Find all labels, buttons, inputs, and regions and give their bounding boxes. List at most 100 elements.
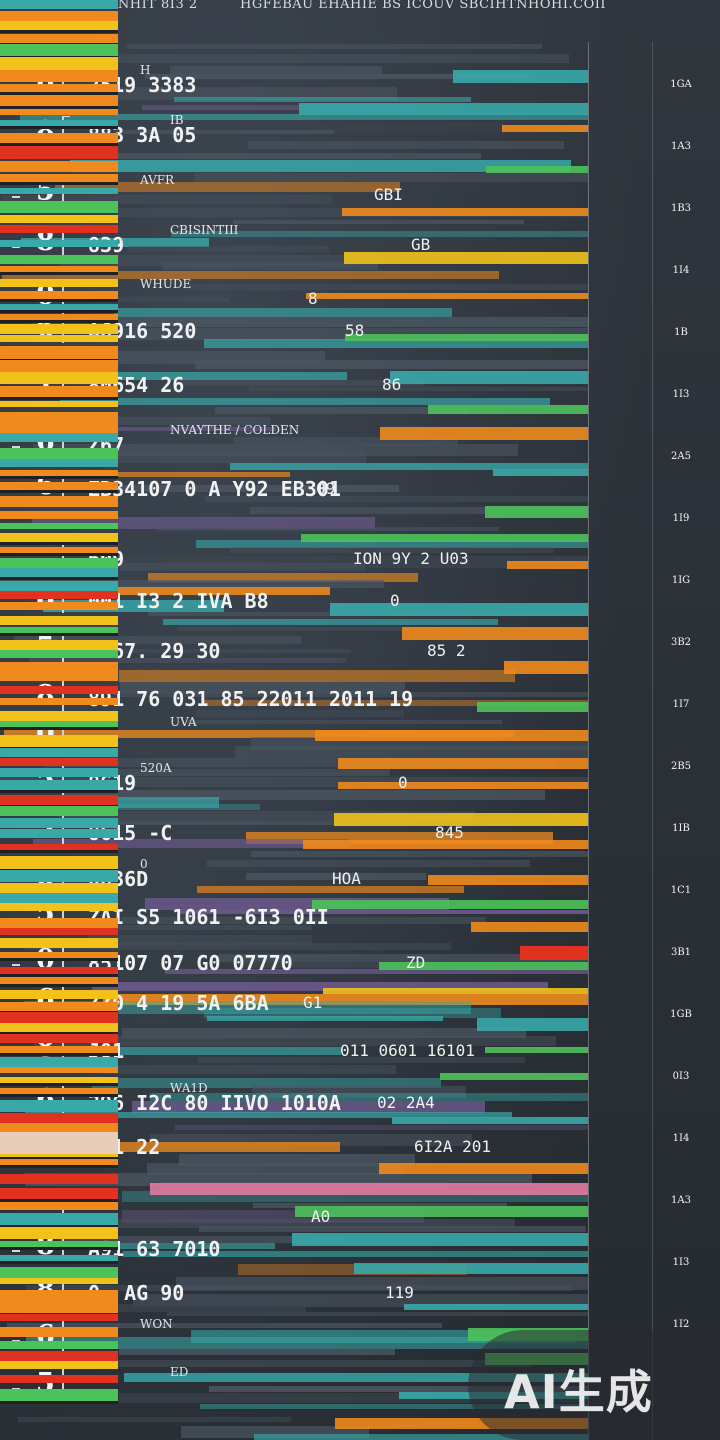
panel-stripe [0, 34, 118, 43]
panel-stripe-dark [0, 143, 118, 146]
panel-stripe [0, 372, 118, 384]
panel-stripe [0, 558, 118, 571]
accent-bar [342, 208, 588, 216]
streak-bar [188, 720, 502, 724]
accent-bar [504, 661, 588, 674]
accent-bar [299, 103, 588, 115]
row-mid-text: GBI [374, 185, 403, 204]
panel-stripe [0, 829, 118, 838]
streak-bar [148, 573, 418, 582]
panel-stripe [0, 1361, 118, 1369]
row-value: 891 76 031 85 22011 2011 19 [88, 687, 414, 711]
panel-stripe [0, 928, 118, 935]
streak-bar [13, 372, 347, 380]
panel-pale-block [0, 1132, 118, 1154]
streak-bar [18, 1417, 291, 1422]
streak-bar [176, 1277, 588, 1290]
streak-bar [59, 255, 363, 266]
streak-bar [123, 1251, 588, 1257]
panel-stripe-dark [0, 1225, 118, 1228]
panel-stripe [0, 818, 118, 828]
row-bracket [62, 116, 70, 147]
panel-stripe [0, 1341, 118, 1349]
streak-bar [31, 317, 588, 327]
row-mid-text: GB [411, 235, 431, 254]
panel-stripe [0, 844, 118, 850]
panel-stripe-dark [0, 1083, 118, 1086]
panel-stripe [0, 918, 118, 929]
row-tick [12, 964, 20, 966]
row-mid-text: 0 [398, 773, 408, 792]
accent-bar [477, 702, 588, 712]
row-mid-text: 6I2A 201 [414, 1137, 492, 1156]
streak-bar [200, 1404, 588, 1409]
panel-stripe [0, 768, 118, 777]
streak-bar [150, 1093, 588, 1101]
panel-stripe-dark [0, 92, 118, 95]
streak-bar [215, 407, 469, 414]
panel-stripe [0, 291, 118, 299]
streak-bar [156, 122, 504, 133]
row-tick [12, 1250, 20, 1252]
panel-stripe [0, 686, 118, 694]
panel-stripe [0, 225, 118, 233]
row-value: ZAI S5 1061 -6I3 0II [88, 905, 329, 929]
panel-stripe [0, 346, 118, 359]
streak-bar [89, 452, 366, 463]
streak-bar [0, 777, 588, 787]
right-label: 1I3 [672, 1257, 690, 1268]
right-label: 2B5 [670, 761, 692, 772]
right-label: 1GB [670, 1009, 692, 1020]
panel-stripe [0, 84, 118, 92]
panel-stripe [0, 883, 118, 893]
accent-bar [392, 1117, 588, 1124]
panel-stripe-dark [0, 727, 118, 730]
streak-bar [218, 954, 588, 962]
streak-bar [196, 710, 404, 717]
pink-bar [150, 1183, 588, 1195]
streak-bar [114, 308, 452, 317]
right-label: 1I3 [672, 389, 690, 400]
panel-stripe [0, 11, 118, 22]
accent-bar [502, 125, 588, 132]
panel-stripe [0, 255, 118, 264]
panel-stripe [0, 1113, 118, 1126]
streak-bar [119, 670, 515, 682]
panel-stripe [0, 640, 118, 650]
streak-bar [199, 1226, 586, 1232]
panel-stripe [0, 496, 118, 507]
streak-bar [4, 730, 514, 738]
streak-bar [1, 195, 332, 204]
panel-stripe-dark [0, 984, 118, 987]
streak-bar [0, 580, 384, 588]
accent-bar [338, 758, 588, 769]
panel-stripe [0, 174, 118, 182]
panel-stripe [0, 511, 118, 519]
accent-bar [323, 988, 588, 994]
accent-bar [428, 875, 588, 885]
streak-bar [122, 1028, 526, 1038]
streak-bar [60, 1236, 343, 1243]
row-mid-text: A0 [311, 1207, 331, 1226]
streak-bar [178, 910, 588, 914]
panel-stripe [0, 448, 118, 459]
row-note: AVFR [140, 173, 175, 187]
row-note: H [140, 63, 151, 77]
right-label: 1B3 [670, 203, 692, 214]
streak-bar [31, 1047, 341, 1055]
panel-stripe [0, 201, 118, 213]
panel-stripe [0, 533, 118, 542]
panel-stripe-dark [0, 577, 118, 580]
streak-bar [103, 1065, 396, 1074]
streak-bar [44, 758, 558, 767]
streak-bar [120, 682, 405, 693]
streak-bar [22, 472, 290, 477]
streak-bar [196, 540, 588, 548]
streak-bar [117, 130, 334, 134]
streak-bar [90, 556, 588, 568]
row-mid-text: 011 0601 16101 [340, 1041, 475, 1060]
streak-bar [55, 182, 400, 192]
panel-stripe [0, 1077, 118, 1083]
panel-stripe-dark [0, 958, 118, 961]
streak-bar [33, 839, 349, 848]
